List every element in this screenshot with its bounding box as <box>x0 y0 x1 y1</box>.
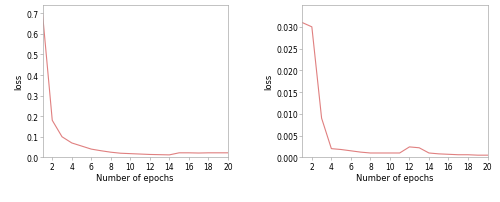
Y-axis label: loss: loss <box>14 74 24 90</box>
Y-axis label: loss: loss <box>264 74 274 90</box>
X-axis label: Number of epochs: Number of epochs <box>356 174 434 182</box>
X-axis label: Number of epochs: Number of epochs <box>96 174 174 182</box>
